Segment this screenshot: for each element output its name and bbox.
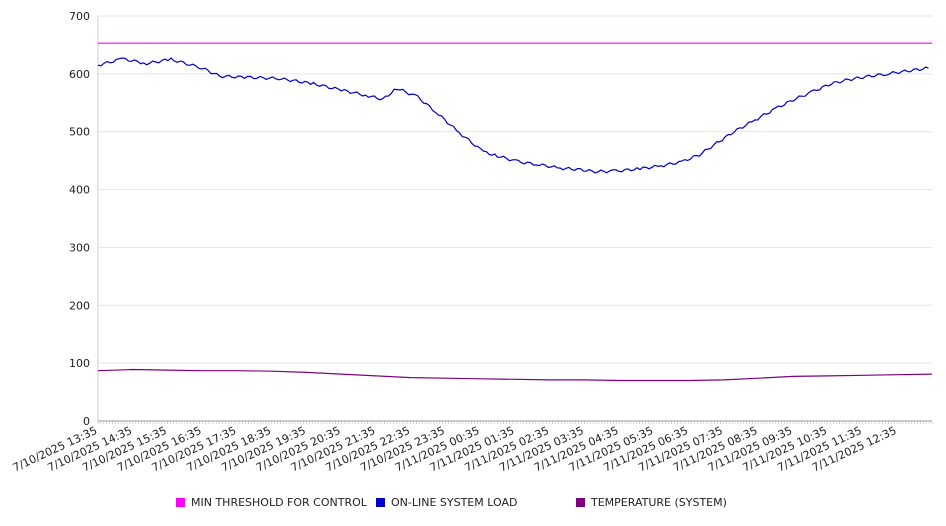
series-lines (97, 42, 933, 382)
line-chart: 0 100 200 300 400 500 600 700 7/10/2025 13:357/… (11, 10, 933, 474)
y-tick-label: 400 (69, 184, 90, 197)
temperature-line (97, 368, 933, 382)
legend-swatch-system-load (376, 498, 385, 507)
grid-lines (98, 15, 932, 364)
system-load-line (97, 57, 929, 174)
x-tick-labels: 7/10/2025 13:357/10/2025 14:357/10/2025 … (11, 424, 899, 474)
legend-swatch-temperature (576, 498, 585, 507)
legend-swatch-min-threshold (176, 498, 185, 507)
y-tick-label: 100 (69, 357, 90, 370)
y-tick-label: 700 (69, 10, 90, 23)
axes (97, 16, 933, 424)
y-tick-label: 600 (69, 68, 90, 81)
y-tick-labels: 0 100 200 300 400 500 600 700 (69, 10, 90, 428)
legend: MIN THRESHOLD FOR CONTROL ON-LINE SYSTEM… (0, 496, 946, 516)
legend-item-temperature[interactable]: TEMPERATURE (SYSTEM) (576, 496, 727, 509)
y-tick-label: 200 (69, 299, 90, 312)
y-tick-label: 300 (69, 241, 90, 254)
legend-item-system-load[interactable]: ON-LINE SYSTEM LOAD (376, 496, 517, 509)
legend-label-min-threshold: MIN THRESHOLD FOR CONTROL (191, 496, 367, 509)
legend-label-temperature: TEMPERATURE (SYSTEM) (591, 496, 727, 509)
y-tick-label: 0 (83, 415, 90, 428)
legend-label-system-load: ON-LINE SYSTEM LOAD (391, 496, 518, 509)
legend-item-min-threshold[interactable]: MIN THRESHOLD FOR CONTROL (176, 496, 367, 509)
y-tick-label: 500 (69, 126, 90, 139)
